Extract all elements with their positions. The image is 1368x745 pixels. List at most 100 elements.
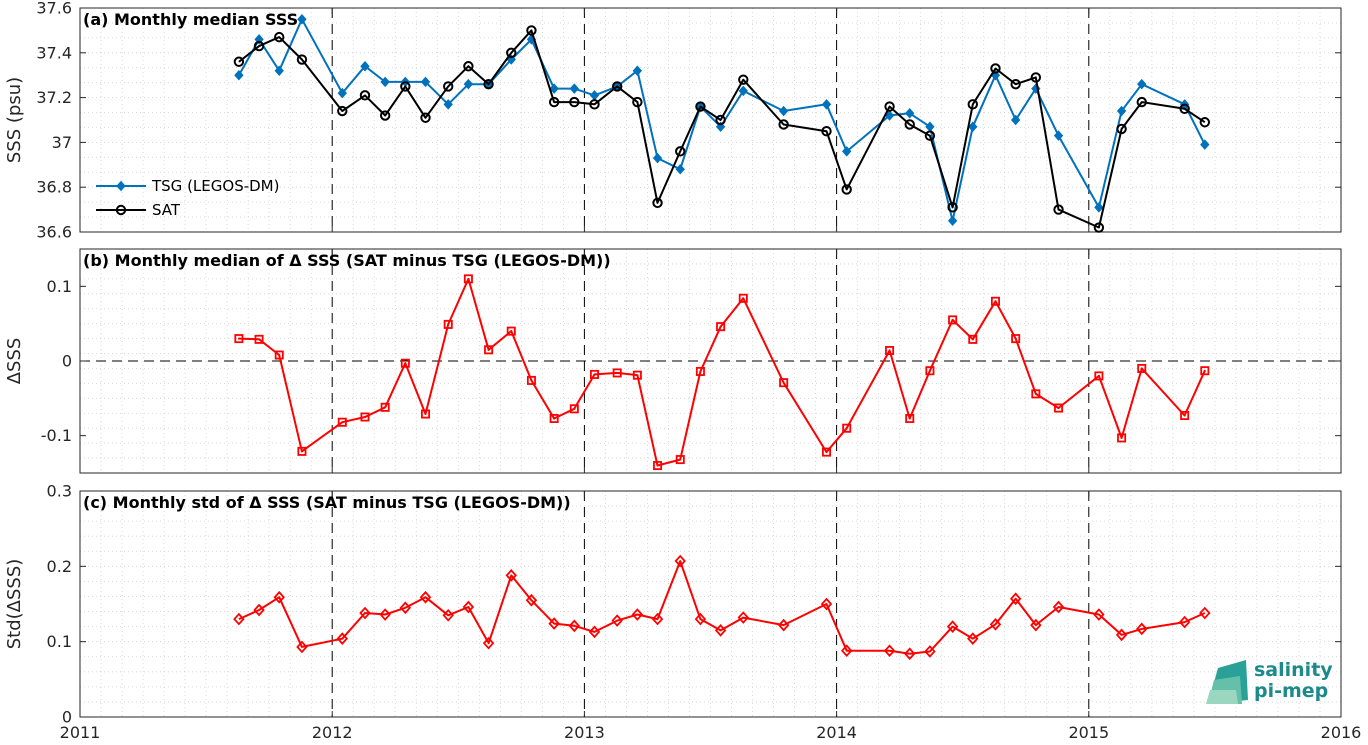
logo-line-2: pi-mep <box>1254 680 1328 702</box>
data-point <box>1054 403 1064 413</box>
data-point <box>379 608 391 621</box>
data-point-center <box>656 464 659 467</box>
data-point <box>274 65 284 76</box>
data-point <box>337 87 347 99</box>
y-tick-label: 0 <box>62 708 72 727</box>
data-point <box>589 90 600 101</box>
legend-marker <box>115 204 127 216</box>
data-point <box>1116 105 1127 117</box>
data-point <box>1136 622 1148 636</box>
y-tick-label: 37.2 <box>36 88 72 107</box>
y-tick-label: -0.1 <box>41 426 72 445</box>
y-axis-label: SSS (psu) <box>4 77 25 163</box>
y-tick-label: 0.3 <box>47 482 72 501</box>
data-point <box>967 99 978 110</box>
data-point <box>885 346 895 356</box>
data-point <box>967 632 979 645</box>
data-point <box>632 96 643 108</box>
data-point <box>379 110 391 121</box>
data-point <box>821 126 832 137</box>
data-point-center <box>1140 367 1143 370</box>
data-point <box>840 644 853 658</box>
data-point-center <box>845 427 848 430</box>
data-point <box>842 423 852 433</box>
data-point <box>525 593 538 607</box>
x-tick-label: 2014 <box>816 723 857 742</box>
data-point <box>400 358 410 368</box>
data-point-center <box>1034 392 1037 395</box>
legend-label: TSG (LEGOS-DM) <box>151 177 279 195</box>
axes-box <box>79 7 1342 233</box>
panel-a: 36.6 36.8 37 37.2 37.4 37.6 SSS (psu) (a) Month… <box>4 0 1342 242</box>
data-point-center <box>404 362 407 365</box>
data-point <box>651 612 664 626</box>
data-point <box>714 624 727 637</box>
data-point <box>1179 103 1190 115</box>
data-point-center <box>636 374 639 377</box>
data-point <box>948 315 958 325</box>
data-point <box>947 215 958 227</box>
data-point-center <box>782 381 785 384</box>
data-point <box>443 99 453 110</box>
data-point-center <box>1203 369 1206 372</box>
data-point <box>968 121 978 132</box>
data-point-center <box>929 369 931 372</box>
data-point-center <box>301 450 303 453</box>
y-tick-label: 0.1 <box>47 632 72 651</box>
data-point <box>695 366 705 376</box>
panel-title: (b) Monthly median of Δ SSS (SAT minus T… <box>83 251 611 270</box>
data-point <box>297 446 307 456</box>
data-point <box>233 56 245 67</box>
data-point <box>675 146 686 157</box>
data-point <box>1178 615 1191 629</box>
data-point-center <box>825 451 828 453</box>
data-point <box>990 63 1001 74</box>
data-point <box>400 81 411 92</box>
data-point <box>841 184 852 195</box>
data-point <box>1052 600 1065 614</box>
data-point <box>360 60 370 72</box>
data-point <box>336 632 348 645</box>
data-point-center <box>1120 437 1123 439</box>
y-tick-label: 37 <box>52 133 72 152</box>
data-point <box>296 640 308 654</box>
axes-box <box>79 490 1342 718</box>
panel-b: -0.1 0 0.1 ΔSSS (b) Monthly median of Δ SSS … <box>4 248 1342 474</box>
data-point <box>274 350 284 360</box>
panel-title: (c) Monthly std of Δ SSS (SAT minus TSG … <box>83 493 571 512</box>
data-point <box>653 461 663 471</box>
data-point <box>884 101 895 112</box>
data-point-center <box>616 372 619 374</box>
data-point <box>253 603 265 617</box>
data-point <box>380 76 390 88</box>
data-point <box>1010 78 1021 90</box>
data-point-center <box>1183 414 1186 417</box>
data-point <box>779 378 789 388</box>
data-point-center <box>364 416 366 418</box>
data-point-center <box>1057 407 1060 409</box>
data-point <box>484 345 494 355</box>
data-point-center <box>1097 375 1100 377</box>
y-tick-label: 36.6 <box>36 223 72 242</box>
data-point <box>1115 628 1128 642</box>
data-point <box>463 78 474 90</box>
data-point <box>296 54 308 65</box>
legend-label: SAT <box>152 201 181 219</box>
data-point <box>925 366 935 376</box>
data-point <box>360 412 370 422</box>
data-point <box>947 202 958 213</box>
data-point <box>924 645 936 658</box>
data-point <box>925 121 935 132</box>
data-point <box>1117 433 1127 443</box>
data-point <box>1094 371 1104 381</box>
data-point-center <box>237 337 240 340</box>
data-point-center <box>573 407 576 410</box>
y-tick-label: 0.1 <box>47 277 72 296</box>
data-point <box>399 601 412 615</box>
series-line-sat <box>238 29 1206 229</box>
data-point-center <box>994 300 997 303</box>
data-point <box>989 617 1002 631</box>
logo-line-1: salinity <box>1254 659 1333 681</box>
data-point <box>420 112 431 123</box>
